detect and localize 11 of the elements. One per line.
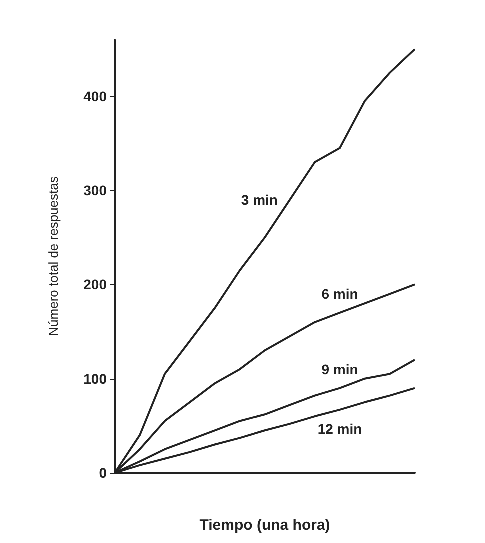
series-label: 6 min bbox=[322, 286, 358, 302]
series-label: 12 min bbox=[318, 420, 362, 437]
x-axis-title: Tiempo (una hora) bbox=[200, 517, 330, 534]
y-tick-label: 400 bbox=[84, 88, 108, 104]
y-tick-label: 200 bbox=[84, 276, 108, 293]
series-label: 3 min bbox=[241, 192, 278, 208]
y-axis-title: Número total de respuestas bbox=[46, 176, 61, 336]
y-tick-label: 0 bbox=[99, 465, 108, 481]
series-label: 9 min bbox=[322, 361, 358, 378]
y-tick-label: 100 bbox=[84, 370, 108, 387]
y-tick-label: 300 bbox=[84, 182, 108, 199]
